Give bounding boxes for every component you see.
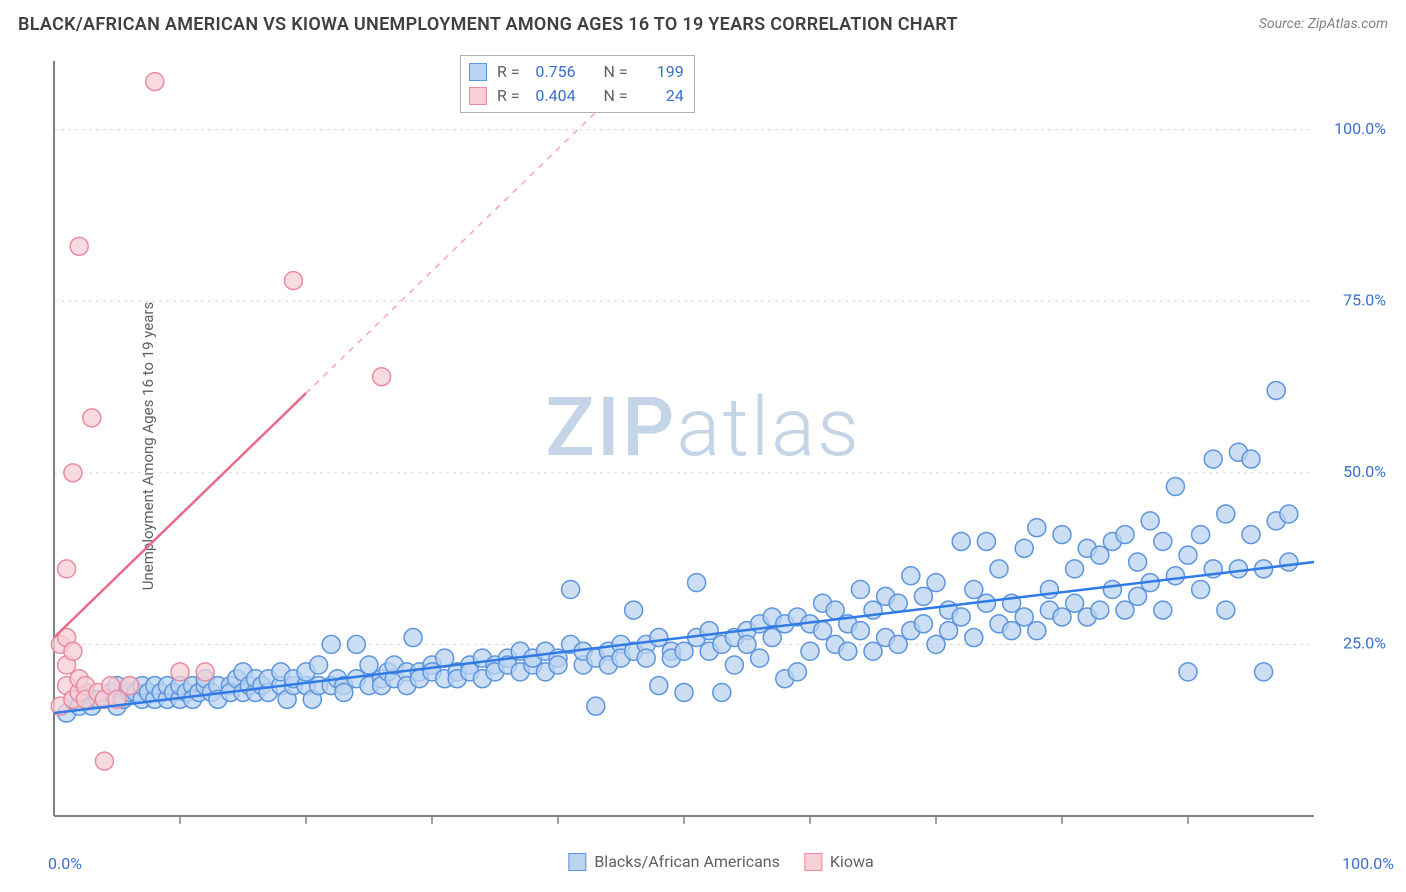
svg-text:25.0%: 25.0% (1343, 634, 1386, 653)
svg-text:100.0%: 100.0% (1334, 119, 1386, 138)
stats-row: R =0.404 N =24 (469, 84, 684, 108)
legend-label: Blacks/African Americans (594, 852, 780, 871)
chart-title: BLACK/AFRICAN AMERICAN VS KIOWA UNEMPLOY… (18, 14, 958, 35)
x-axis-tick-100: 100.0% (1342, 854, 1394, 873)
stats-legend-box: R =0.756 N =199R =0.404 N =24 (460, 55, 695, 113)
stats-row: R =0.756 N =199 (469, 60, 684, 84)
x-axis-tick-0: 0.0% (48, 854, 82, 873)
legend-label: Kiowa (830, 852, 874, 871)
x-axis-area: 0.0% Blacks/African Americans Kiowa 100.0… (48, 844, 1394, 884)
svg-text:50.0%: 50.0% (1343, 462, 1386, 481)
svg-text:75.0%: 75.0% (1343, 290, 1386, 309)
scatter-plot-svg: 25.0% 50.0% 75.0% 100.0% (48, 55, 1394, 836)
legend-item: Blacks/African Americans (568, 852, 780, 871)
legend-swatch (804, 853, 822, 871)
series-legend: Blacks/African Americans Kiowa (568, 852, 873, 871)
legend-item: Kiowa (804, 852, 874, 871)
plot-area: 25.0% 50.0% 75.0% 100.0% (48, 55, 1394, 836)
legend-swatch (469, 63, 487, 81)
source-attribution: Source: ZipAtlas.com (1259, 16, 1388, 32)
legend-swatch (568, 853, 586, 871)
legend-swatch (469, 87, 487, 105)
